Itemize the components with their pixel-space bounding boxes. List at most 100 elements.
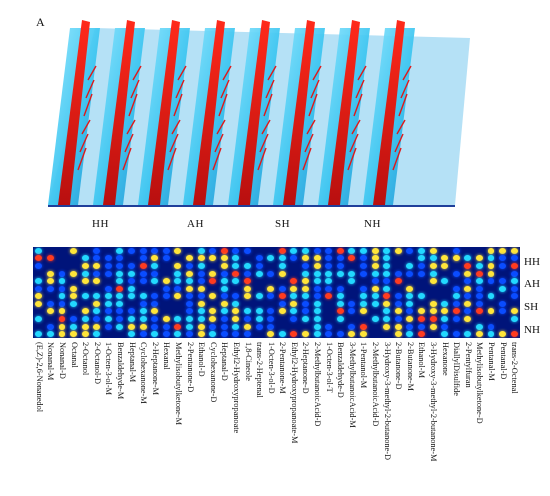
heatmap-cell	[499, 308, 507, 315]
analyte-peak	[85, 79, 95, 99]
heatmap-cell	[475, 331, 483, 338]
heatmap-cell	[487, 262, 495, 269]
heatmap-cell	[441, 308, 449, 315]
heatmap-cell	[302, 308, 309, 315]
heatmap-cell	[510, 285, 518, 292]
heatmap-cell	[452, 308, 460, 315]
heatmap-cell	[174, 331, 182, 338]
heatmap-cell	[35, 278, 43, 285]
heatmap-cell	[162, 331, 170, 338]
heatmap-cell	[429, 278, 437, 285]
heatmap-cell	[139, 293, 147, 300]
heatmap-cell	[70, 331, 78, 338]
heatmap-cell	[139, 316, 147, 323]
heatmap-cell	[151, 247, 159, 254]
heatmap-cell	[46, 300, 54, 307]
heatmap-cell	[510, 293, 518, 300]
heatmap-cell	[464, 270, 472, 277]
heatmap-cell	[209, 323, 217, 330]
heatmap-cell	[116, 300, 124, 307]
heatmap-cell	[417, 270, 425, 277]
heatmap-cell	[244, 270, 251, 277]
heatmap-cell	[336, 331, 344, 338]
heatmap-cell	[70, 300, 78, 307]
heatmap-cell	[151, 300, 159, 307]
heatmap-cell	[464, 262, 472, 269]
heatmap-cell	[452, 270, 460, 277]
heatmap-cell	[383, 285, 391, 292]
heatmap-cell	[232, 300, 240, 307]
heatmap-cell	[464, 331, 472, 338]
heatmap-cell	[371, 285, 379, 292]
compound-label: Nonanal-M	[46, 342, 56, 381]
heatmap-cell	[475, 262, 483, 269]
compound-label: Methylisobutylketone-M	[173, 342, 183, 425]
heatmap-cell	[383, 293, 391, 300]
heatmap-cell	[499, 331, 507, 338]
heatmap-cell	[151, 316, 159, 323]
heatmap-cell	[232, 262, 240, 269]
heatmap-cell	[510, 270, 518, 277]
heatmap-cell	[244, 293, 251, 300]
heatmap-cell	[220, 247, 228, 254]
heatmap-cell	[116, 285, 124, 292]
heatmap-cell	[290, 278, 298, 285]
compound-label: 1,8-Cineole	[243, 342, 253, 381]
heatmap-cell	[58, 331, 66, 338]
heatmap-cell	[70, 247, 78, 254]
heatmap-cell	[151, 308, 159, 315]
heatmap-cell	[267, 285, 275, 292]
heatmap-cell	[116, 278, 124, 285]
heatmap-cell	[302, 270, 309, 277]
heatmap-cell	[93, 323, 101, 330]
heatmap-cell	[162, 293, 170, 300]
rip-peak-wall	[328, 20, 360, 205]
heatmap-cell	[186, 278, 193, 285]
analyte-peak	[167, 147, 177, 171]
heatmap-cell	[441, 316, 449, 323]
heatmap-cell	[174, 323, 182, 330]
heatmap-cell	[58, 316, 66, 323]
heatmap-cell	[359, 293, 367, 300]
heatmap-cell	[383, 308, 391, 315]
heatmap-cell	[499, 255, 507, 262]
compound-label: 2-MethylbutanoicAcid-D	[371, 342, 381, 427]
heatmap-cell	[313, 270, 321, 277]
heatmap-cell	[93, 308, 101, 315]
analyte-peak	[220, 79, 230, 99]
heatmap-cell	[81, 255, 89, 262]
heatmap-cell	[313, 278, 321, 285]
heatmap-cell	[383, 255, 391, 262]
heatmap-cell	[174, 316, 182, 323]
heatmap-cell	[417, 316, 425, 323]
heatmap-cell	[417, 255, 425, 262]
heatmap-cell	[255, 316, 263, 323]
heatmap-cell	[371, 278, 379, 285]
heatmap-cell	[371, 316, 379, 323]
heatmap-cell	[128, 285, 136, 292]
heatmap-cell	[81, 262, 89, 269]
compound-label: 3-Hydroxy-3-methyl-2-butanone-D	[382, 342, 392, 460]
heatmap-cell	[93, 278, 101, 285]
heatmap-cell	[499, 278, 507, 285]
heatmap-cell	[128, 308, 136, 315]
heatmap-cell	[46, 255, 54, 262]
heatmap-cell	[336, 255, 344, 262]
heatmap-cell	[197, 262, 205, 269]
heatmap-cell	[302, 278, 309, 285]
heatmap-cell	[510, 255, 518, 262]
heatmap-cell	[232, 308, 240, 315]
heatmap-cell	[394, 247, 402, 254]
heatmap-cell	[35, 300, 43, 307]
heatmap-cell	[151, 270, 159, 277]
heatmap-cell	[58, 285, 66, 292]
heatmap-cell	[441, 323, 449, 330]
heatmap-cell	[475, 285, 483, 292]
compound-label: Ethanol-D	[197, 342, 207, 377]
heatmap-cell	[104, 300, 112, 307]
heatmap-cell	[267, 316, 275, 323]
heatmap-cell	[220, 278, 228, 285]
heatmap-cell	[510, 308, 518, 315]
heatmap-cell	[464, 278, 472, 285]
heatmap-cell	[197, 293, 205, 300]
